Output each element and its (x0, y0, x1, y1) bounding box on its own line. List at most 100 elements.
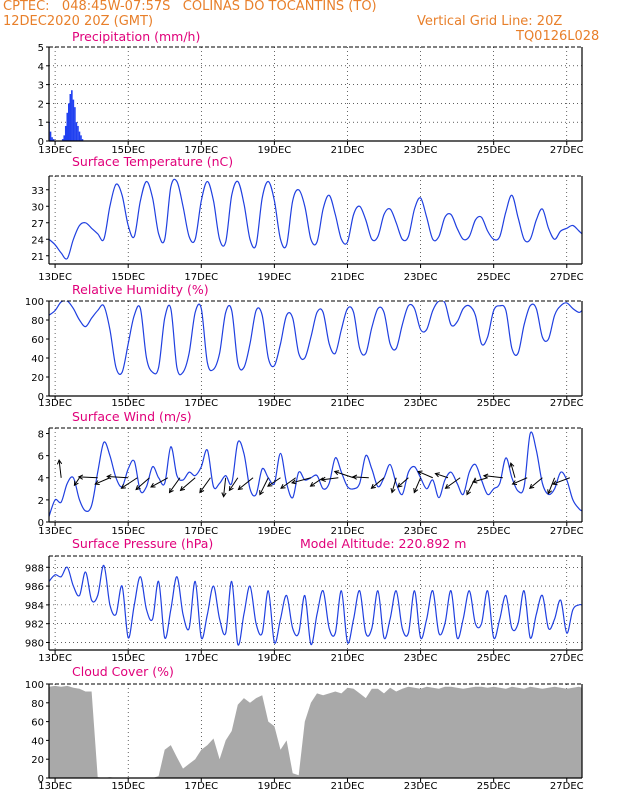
precipitation-plot-area (49, 90, 84, 141)
precipitation-bar (78, 131, 81, 141)
cloud-date-label: 13DEC (38, 781, 72, 792)
wind-panel: 0 2 4 6 8 13DEC 15DEC 17DEC 19DEC 21DEC 23DEC 25DEC… (38, 409, 584, 537)
temperature-ytick-label: 24 (31, 235, 44, 246)
precipitation-bar (52, 139, 55, 141)
humidity-date-label: 13DEC (38, 398, 72, 409)
humidity-date-label: 23DEC (404, 398, 438, 409)
temperature-ytick-label: 27 (31, 219, 44, 230)
vertical-grid-note: Vertical Grid Line: 20Z (417, 14, 563, 29)
precipitation-bar (66, 112, 69, 141)
wind-vector-head (397, 482, 403, 488)
wind-vector-arrow (397, 477, 409, 488)
cloud-area (49, 685, 582, 778)
cloud-ytick-label: 100 (25, 680, 44, 691)
wind-vector-arrow (74, 477, 80, 486)
temperature-series-line (49, 178, 582, 260)
wind-vector-head (547, 489, 553, 495)
wind-vector-head (267, 481, 273, 487)
precipitation-date-label: 25DEC (477, 145, 511, 156)
precipitation-date-label: 15DEC (111, 145, 145, 156)
pressure-annotation: Model Altitude: 220.892 m (300, 536, 466, 551)
precipitation-panel: 0 1 2 3 4 5 13DEC 15DEC 17DEC 19DEC 21DEC 23DEC 25DE… (38, 29, 584, 156)
cloud-date-label: 17DEC (184, 781, 218, 792)
pressure-ytick-label: 988 (25, 563, 44, 574)
humidity-ytick-label: 0 (38, 392, 44, 403)
cloud-date-label: 19DEC (258, 781, 292, 792)
precipitation-bar (63, 135, 66, 141)
wind-vector-arrow (107, 476, 129, 479)
precipitation-ytick-label: 5 (38, 43, 44, 54)
wind-ytick-label: 6 (38, 452, 44, 463)
pressure-title: Surface Pressure (hPa) (72, 536, 213, 551)
precipitation-bar (64, 125, 67, 141)
wind-vector-arrow (417, 471, 433, 479)
wind-date-label: 25DEC (477, 526, 511, 537)
wind-vector-arrow (352, 476, 369, 479)
wind-vector-arrow (552, 477, 570, 485)
humidity-date-label: 17DEC (184, 398, 218, 409)
precipitation-ytick-label: 3 (38, 81, 44, 92)
temperature-title: Surface Temperature (nC) (72, 154, 233, 169)
temperature-date-label: 21DEC (331, 272, 365, 283)
humidity-date-label: 27DEC (550, 398, 584, 409)
wind-vector-arrow (95, 477, 111, 485)
wind-vector-head (482, 473, 489, 479)
wind-date-label: 15DEC (111, 526, 145, 537)
cloud-panel: 0 20 40 60 80 100 13DEC 15DEC 17DEC 19DEC 21DEC 23D… (25, 664, 584, 792)
wind-vector-arrow (512, 477, 528, 485)
wind-vector-head (77, 474, 84, 480)
wind-vector-head (370, 483, 376, 489)
precipitation-date-label: 21DEC (331, 145, 365, 156)
wind-date-label: 13DEC (38, 526, 72, 537)
precipitation-title: Precipitation (mm/h) (72, 29, 200, 44)
temperature-date-label: 17DEC (184, 272, 218, 283)
wind-vector-head (228, 485, 234, 492)
pressure-date-label: 21DEC (331, 653, 365, 664)
temperature-date-label: 27DEC (550, 272, 584, 283)
pressure-date-label: 13DEC (38, 653, 72, 664)
wind-vector-arrow (413, 477, 422, 493)
temperature-panel: 21 24 27 30 33 13DEC 15DEC 17DEC 19DEC 21DEC 23DEC… (31, 154, 583, 283)
wind-ytick-label: 2 (38, 496, 44, 507)
precipitation-date-label: 17DEC (184, 145, 218, 156)
wind-vector-arrow (371, 477, 385, 489)
wind-vector-head (413, 487, 419, 494)
wind-vector-head (417, 470, 423, 476)
wind-vector-arrow (229, 477, 239, 491)
wind-vector-head (320, 476, 326, 482)
humidity-date-label: 19DEC (258, 398, 292, 409)
cloud-date-label: 25DEC (477, 781, 511, 792)
humidity-date-label: 15DEC (111, 398, 145, 409)
precipitation-bar (77, 125, 79, 141)
cloud-date-label: 27DEC (550, 781, 584, 792)
temperature-ytick-label: 30 (31, 202, 44, 213)
precipitation-date-label: 27DEC (550, 145, 584, 156)
wind-vector-head (351, 474, 358, 480)
wind-vector-arrow (445, 477, 461, 489)
temperature-ytick-label: 33 (31, 186, 44, 197)
humidity-date-label: 25DEC (477, 398, 511, 409)
pressure-date-label: 15DEC (111, 653, 145, 664)
wind-vector-head (94, 480, 100, 485)
precipitation-date-label: 23DEC (404, 145, 438, 156)
wind-vector-arrow (321, 477, 339, 481)
wind-vector-head (333, 470, 340, 476)
humidity-series-line (49, 301, 582, 376)
wind-vector-arrow (280, 477, 296, 489)
precipitation-ytick-label: 0 (38, 137, 44, 148)
wind-vector-head (509, 462, 515, 468)
wind-vector-head (120, 484, 126, 489)
wind-vector-head (135, 485, 141, 491)
wind-date-label: 27DEC (550, 526, 584, 537)
wind-vector-head (280, 483, 286, 489)
wind-ytick-label: 0 (38, 518, 44, 529)
wind-vector-arrow (472, 477, 488, 483)
wind-date-label: 17DEC (184, 526, 218, 537)
wind-vector-arrow (121, 477, 138, 489)
wind-vector-head (528, 483, 535, 489)
wind-vector-head (150, 482, 156, 488)
wind-vector-arrow (510, 462, 516, 478)
pressure-plot-area (49, 564, 582, 646)
wind-vector-head (390, 487, 396, 494)
